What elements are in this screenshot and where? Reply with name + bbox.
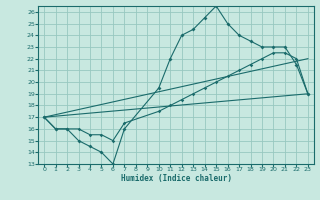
X-axis label: Humidex (Indice chaleur): Humidex (Indice chaleur) — [121, 174, 231, 183]
